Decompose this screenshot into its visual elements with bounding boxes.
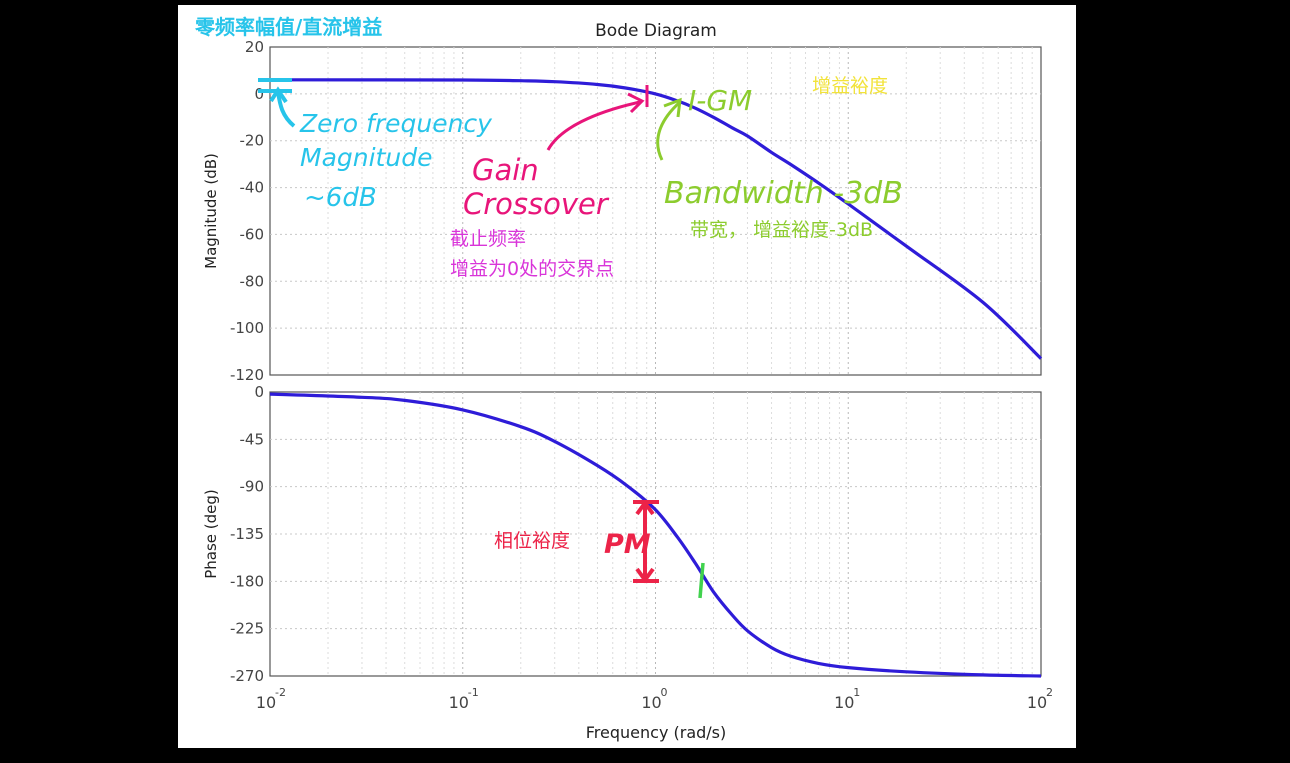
magnitude-y-tick-label: 20 xyxy=(245,38,264,56)
x-tick-label: 10 xyxy=(641,693,661,712)
magnitude-y-tick-label: -100 xyxy=(230,319,264,337)
bandwidth-cn-label: 带宽， 增益裕度-3dB xyxy=(690,219,873,241)
phase-y-tick-label: 0 xyxy=(254,383,264,401)
phase-y-tick-label: -135 xyxy=(230,525,264,543)
magnitude-y-tick-label: -60 xyxy=(240,225,265,243)
gain-crossover-cn-label-2: 增益为0处的交界点 xyxy=(450,258,614,280)
gain-crossover-marker xyxy=(546,85,649,151)
zero-frequency-hand-label-1: Zero frequency xyxy=(299,109,493,138)
magnitude-y-label: Magnitude (dB) xyxy=(202,153,220,269)
zero-frequency-hand-label-2: Magnitude xyxy=(300,143,432,172)
gain-crossover-hand-label-1: Gain xyxy=(472,153,539,187)
phase-y-tick-label: -45 xyxy=(240,430,265,448)
zero-frequency-hand-label-3: ~6dB xyxy=(304,183,377,213)
zero-frequency-marker xyxy=(258,78,296,128)
phase-series-line xyxy=(269,392,1042,678)
bandwidth-hand-label: Bandwidth -3dB xyxy=(664,176,903,211)
bandwidth-marker xyxy=(656,97,682,161)
x-tick-exponent: 0 xyxy=(661,686,668,699)
phase-y-label: Phase (deg) xyxy=(202,489,220,579)
x-tick-exponent: 1 xyxy=(853,686,860,699)
magnitude-y-tick-label: -80 xyxy=(240,272,265,290)
x-tick-exponent: 2 xyxy=(1046,686,1053,699)
phase-y-tick-label: -270 xyxy=(230,667,264,685)
magnitude-y-ticks: 20 0 -20 -40 -60 -80 -100 -120 xyxy=(230,38,264,384)
magnitude-plot: 20 0 -20 -40 -60 -80 -100 -120 Magnitude (dB) xyxy=(202,38,1043,384)
phase-grid xyxy=(270,392,1041,676)
magnitude-y-tick-label: -20 xyxy=(240,132,265,150)
x-tick-exponent: -1 xyxy=(468,686,479,699)
x-tick-label: 10 xyxy=(834,693,854,712)
gain-crossover-cn-label-1: 截止频率 xyxy=(450,228,526,250)
phase-y-ticks: 0 -45 -90 -135 -180 -225 -270 xyxy=(230,383,264,685)
gain-crossover-hand-label-2: Crossover xyxy=(463,187,610,221)
x-axis-label: Frequency (rad/s) xyxy=(586,723,727,742)
magnitude-y-tick-label: 0 xyxy=(254,85,264,103)
magnitude-y-tick-label: -120 xyxy=(230,366,264,384)
chart-title: Bode Diagram xyxy=(595,21,717,41)
gain-margin-cn-label: 增益裕度 xyxy=(812,75,888,97)
annotations: 零频率幅值/直流增益 Zero frequency Magnitude ~6dB… xyxy=(194,15,903,599)
x-tick-label: 10 xyxy=(1027,693,1047,712)
phase-y-tick-label: -180 xyxy=(230,572,264,590)
zero-frequency-cn-label: 零频率幅值/直流增益 xyxy=(194,15,382,39)
phase-y-tick-label: -225 xyxy=(230,620,264,638)
magnitude-y-tick-label: -40 xyxy=(240,179,265,197)
x-tick-label: 10 xyxy=(256,693,276,712)
phase-crossover-tick xyxy=(698,562,705,599)
phase-margin-hand-label: PM xyxy=(604,529,651,560)
magnitude-series-line xyxy=(269,78,1043,360)
gain-margin-hand-label: I-GM xyxy=(688,84,752,117)
phase-plot: 0-45-90-135-180-225-270 10-210-110010110… xyxy=(202,383,1053,742)
x-tick-label: 10 xyxy=(449,693,469,712)
phase-y-tick-label: -90 xyxy=(240,478,265,496)
phase-margin-marker xyxy=(633,499,659,584)
magnitude-axes-box xyxy=(269,46,1042,376)
x-tick-exponent: -2 xyxy=(275,686,286,699)
phase-margin-cn-label: 相位裕度 xyxy=(494,530,570,552)
